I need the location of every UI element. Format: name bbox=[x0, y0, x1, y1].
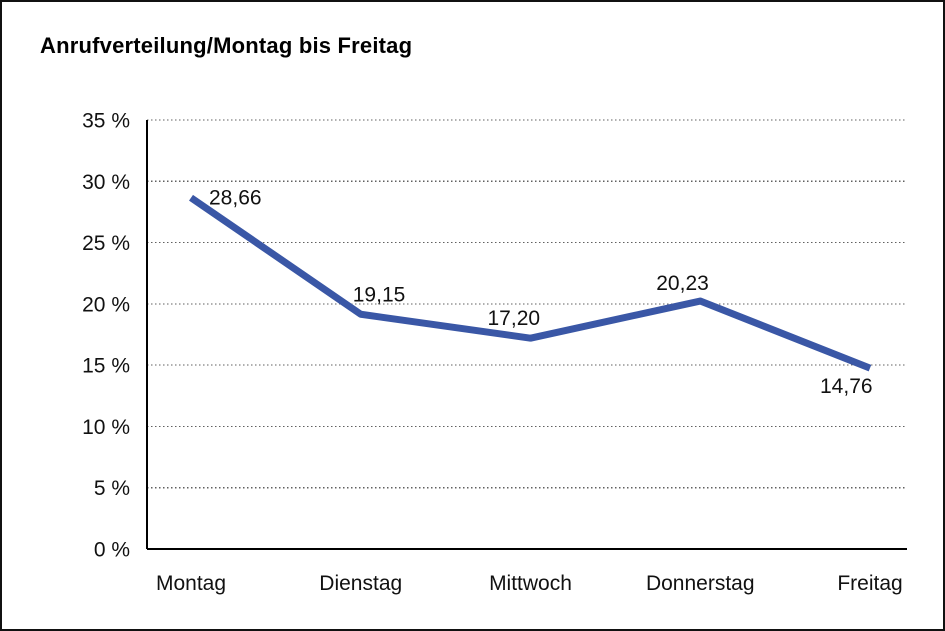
data-point-label: 14,76 bbox=[820, 375, 873, 398]
data-point-label: 28,66 bbox=[209, 187, 262, 210]
x-category-label: Mittwoch bbox=[489, 572, 572, 595]
data-point-label: 17,20 bbox=[488, 307, 541, 330]
y-tick-label: 10 % bbox=[82, 416, 130, 439]
y-tick-label: 25 % bbox=[82, 232, 130, 255]
y-tick-label: 5 % bbox=[94, 477, 130, 500]
chart-title: Anrufverteilung/Montag bis Freitag bbox=[40, 33, 413, 58]
y-tick-label: 35 % bbox=[82, 110, 130, 133]
data-point-label: 19,15 bbox=[353, 283, 406, 306]
x-category-label: Donnerstag bbox=[646, 572, 755, 595]
data-point-label: 20,23 bbox=[656, 272, 709, 295]
y-tick-label: 20 % bbox=[82, 293, 130, 316]
y-tick-label: 15 % bbox=[82, 355, 130, 378]
data-line bbox=[189, 194, 872, 372]
x-category-label: Dienstag bbox=[319, 572, 402, 595]
x-category-label: Freitag bbox=[837, 572, 902, 595]
x-category-label: Montag bbox=[156, 572, 226, 595]
y-tick-label: 0 % bbox=[94, 539, 130, 562]
y-tick-label: 30 % bbox=[82, 171, 130, 194]
